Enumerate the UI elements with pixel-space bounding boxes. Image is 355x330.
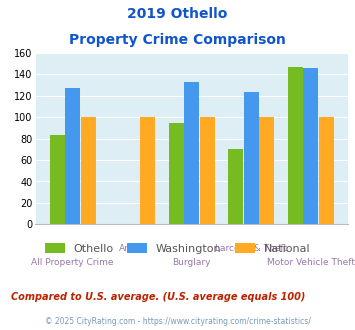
Text: Motor Vehicle Theft: Motor Vehicle Theft <box>267 258 355 267</box>
Bar <box>65 88 80 224</box>
Bar <box>184 82 199 224</box>
Legend: Othello, Washington, National: Othello, Washington, National <box>40 239 315 258</box>
Text: Compared to U.S. average. (U.S. average equals 100): Compared to U.S. average. (U.S. average … <box>11 292 305 302</box>
Bar <box>140 117 155 224</box>
Bar <box>244 92 259 224</box>
Bar <box>169 122 184 224</box>
Bar <box>50 135 65 224</box>
Bar <box>259 117 274 224</box>
Text: Larceny & Theft: Larceny & Theft <box>215 244 287 253</box>
Text: Property Crime Comparison: Property Crime Comparison <box>69 33 286 47</box>
Text: © 2025 CityRating.com - https://www.cityrating.com/crime-statistics/: © 2025 CityRating.com - https://www.city… <box>45 317 310 326</box>
Bar <box>228 149 243 224</box>
Text: Arson: Arson <box>119 244 145 253</box>
Text: 2019 Othello: 2019 Othello <box>127 7 228 20</box>
Text: All Property Crime: All Property Crime <box>31 258 114 267</box>
Text: Burglary: Burglary <box>173 258 211 267</box>
Bar <box>319 117 334 224</box>
Bar <box>303 68 318 224</box>
Bar <box>200 117 215 224</box>
Bar <box>288 67 303 224</box>
Bar <box>81 117 95 224</box>
